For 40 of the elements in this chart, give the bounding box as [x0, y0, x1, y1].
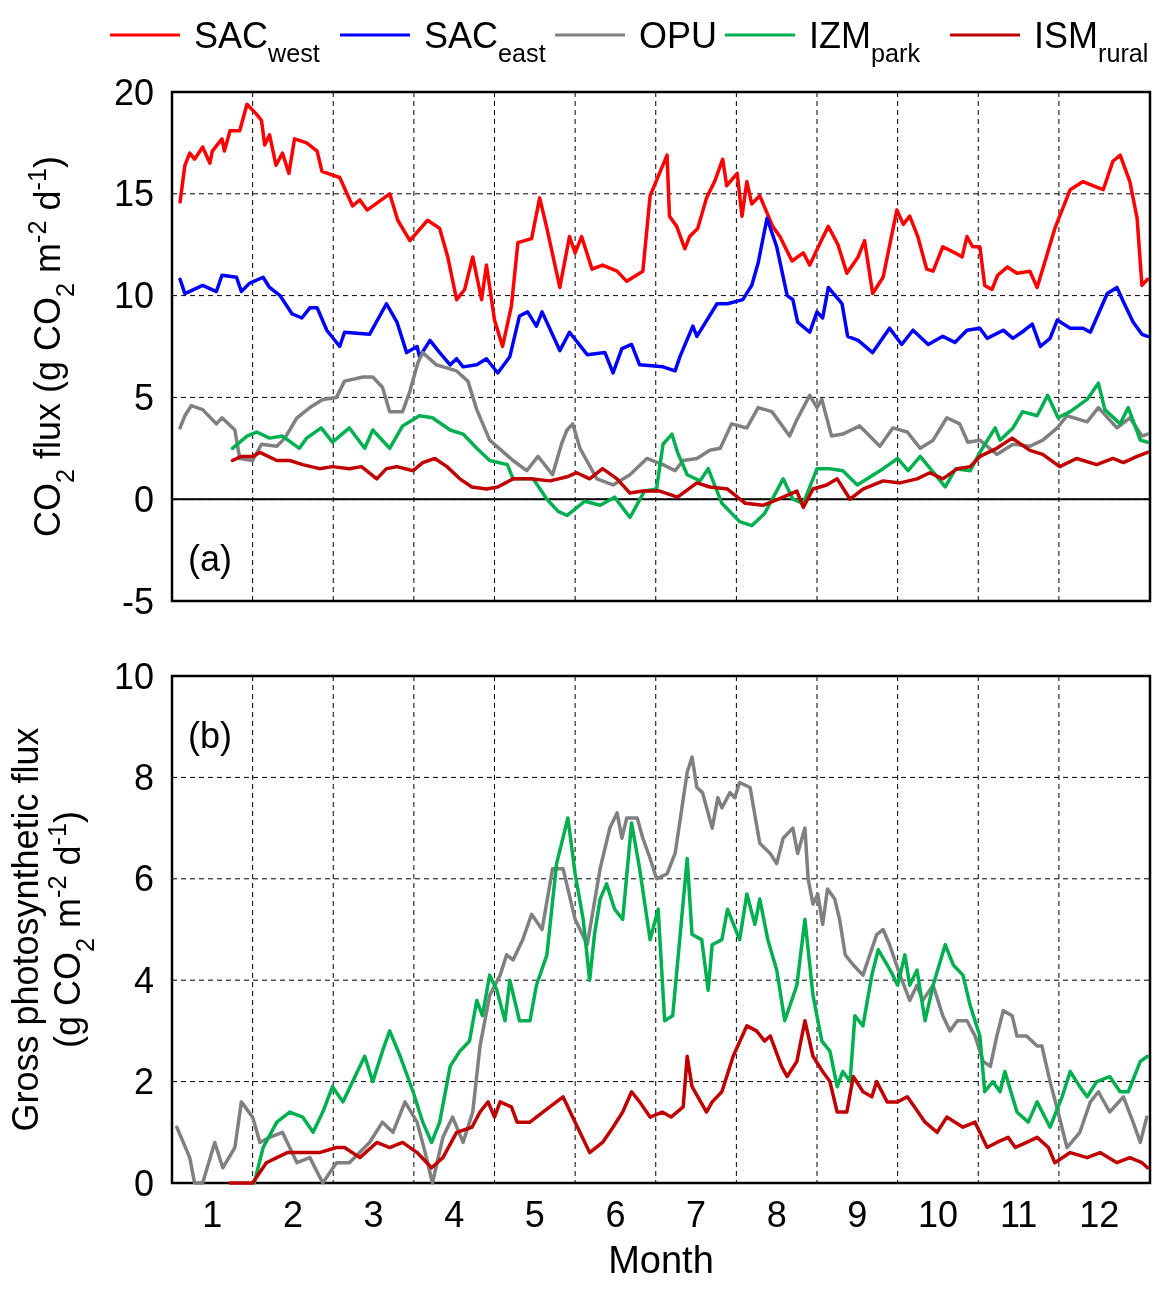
x-tick-label: 1	[202, 1194, 223, 1235]
line-series	[252, 816, 1150, 1185]
x-tick-label: 4	[444, 1194, 465, 1235]
y-tick-label: 20	[113, 71, 154, 113]
x-tick-label: 12	[1079, 1194, 1120, 1235]
y-tick-label: -5	[121, 580, 154, 622]
legend-label: IZM$_{park}$	[809, 15, 921, 67]
x-tick-label: 3	[363, 1194, 384, 1235]
legend-label: OPU	[639, 15, 718, 56]
y-tick-label: 15	[113, 173, 154, 215]
line-series	[230, 436, 1150, 510]
y-tick-label: 6	[133, 858, 154, 900]
y-tick-label: 10	[113, 655, 154, 697]
x-tick-label: 6	[605, 1194, 626, 1235]
annotation: (b)	[188, 715, 232, 756]
legend-label: ISM$_{rural}$	[1034, 15, 1149, 67]
line-series	[230, 381, 1150, 528]
x-tick-label: 7	[686, 1194, 707, 1235]
x-tick-label: 11	[999, 1194, 1038, 1235]
y-tick-label: 0	[133, 1162, 154, 1204]
x-axis-title: Month	[608, 1239, 714, 1281]
line-series	[178, 102, 1150, 349]
legend-label: SAC$_{west}$	[194, 15, 320, 67]
y-tick-label: 4	[133, 959, 154, 1001]
annotation: (a)	[188, 538, 232, 579]
y-tick-label: 0	[133, 478, 154, 520]
y-tick-label: 2	[133, 1061, 154, 1103]
line-series	[178, 350, 1150, 487]
x-tick-label: 8	[766, 1194, 787, 1235]
line-series	[175, 755, 1149, 1185]
x-tick-label: 5	[524, 1194, 545, 1235]
y-tick-label: 5	[133, 377, 154, 418]
legend-label: SAC$_{east}$	[424, 15, 546, 67]
line-series	[228, 1019, 1150, 1185]
y-tick-label: 10	[113, 275, 154, 317]
y-tick-label: 8	[133, 757, 154, 798]
x-tick-label: 2	[282, 1194, 303, 1235]
x-tick-label: 9	[847, 1194, 868, 1235]
line-series	[178, 216, 1150, 375]
x-tick-label: 10	[917, 1194, 958, 1235]
